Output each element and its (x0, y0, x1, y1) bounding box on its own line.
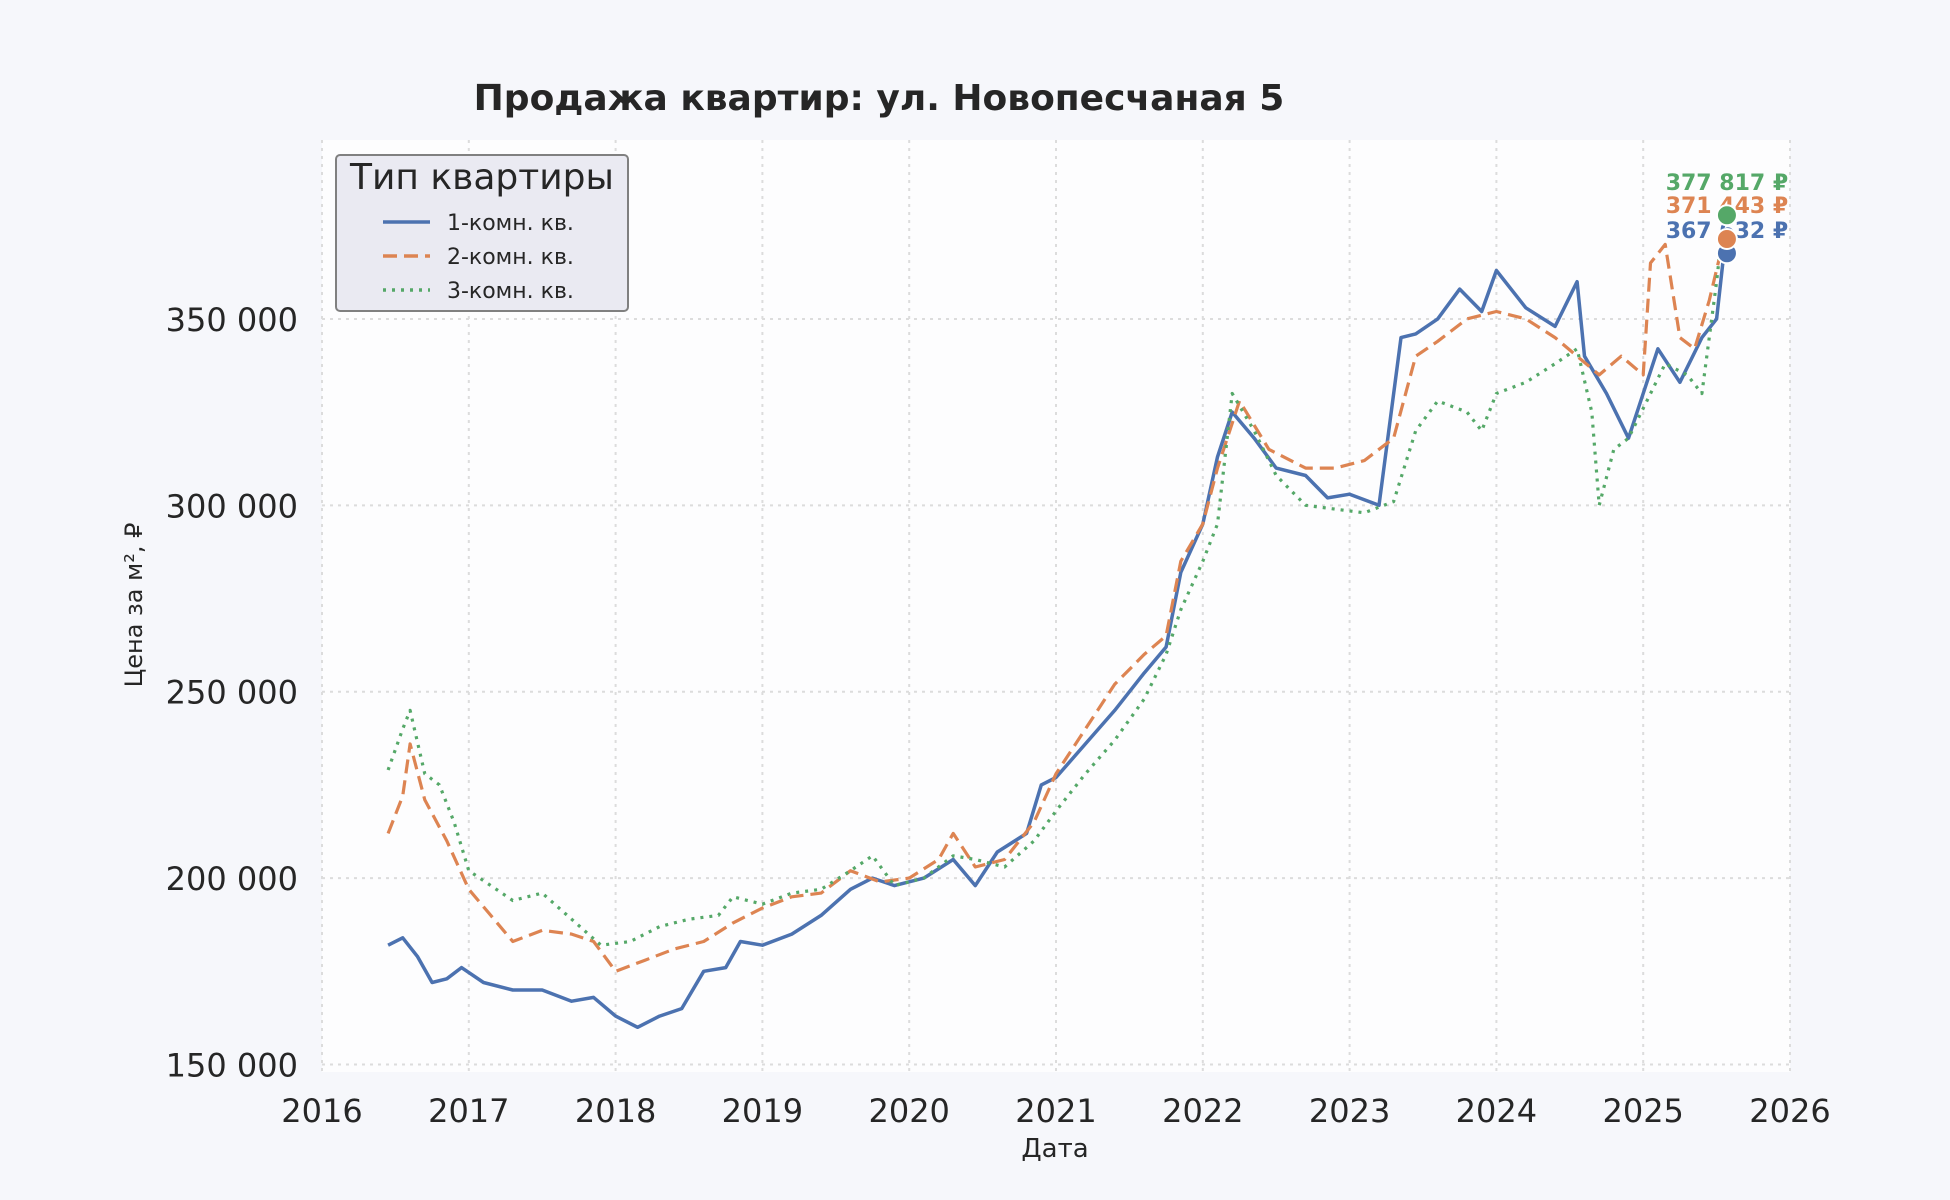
x-tick-label: 2020 (868, 1092, 949, 1130)
x-tick-label: 2019 (722, 1092, 803, 1130)
series-line-3 (386, 215, 1726, 947)
series-line-2 (386, 238, 1726, 973)
x-tick-label: 2018 (575, 1092, 656, 1130)
chart-title: Продажа квартир: ул. Новопесчаная 5 (474, 78, 1285, 119)
y-axis-label: Цена за м², ₽ (120, 523, 148, 688)
x-tick-label: 2017 (428, 1092, 509, 1130)
y-axis-ticks: 150 000 200 000 250 000 300 000 350 000 (166, 301, 298, 1085)
legend-label-1: 1-комн. кв. (447, 211, 574, 236)
legend-box (335, 154, 629, 312)
last-value-label-3: 377 817 ₽ (1666, 171, 1788, 196)
x-tick-label: 2021 (1015, 1092, 1096, 1130)
legend-label-2: 2-комн. кв. (447, 245, 574, 270)
x-tick-label: 2016 (281, 1092, 362, 1130)
y-tick-label: 200 000 (166, 860, 298, 898)
y-tick-label: 300 000 (166, 487, 298, 525)
x-axis-ticks: 2016 2017 2018 2019 2020 2021 2022 2023 2024 2025… (281, 1092, 1830, 1130)
y-tick-label: 150 000 (166, 1047, 298, 1085)
series-line-1 (387, 253, 1726, 1030)
y-tick-label: 350 000 (166, 301, 298, 339)
legend-items: 1-комн. кв. 2-комн. кв. 3-комн. кв. (383, 211, 574, 304)
series-lines (386, 215, 1726, 1030)
x-tick-label: 2025 (1602, 1092, 1683, 1130)
x-tick-label: 2024 (1456, 1092, 1537, 1130)
x-tick-label: 2022 (1162, 1092, 1243, 1130)
legend-label-3: 3-комн. кв. (447, 279, 574, 304)
x-axis-label: Дата (1021, 1134, 1088, 1164)
x-tick-label: 2023 (1309, 1092, 1390, 1130)
y-tick-label: 250 000 (166, 674, 298, 712)
end-marker-3 (1715, 204, 1738, 227)
x-tick-label: 2026 (1749, 1092, 1830, 1130)
end-markers: 367 632 ₽371 443 ₽377 817 ₽ (1666, 171, 1788, 265)
end-marker-2 (1715, 228, 1738, 251)
legend: Тип квартиры 1-комн. кв. 2-комн. кв. 3-ком… (335, 154, 629, 312)
legend-title: Тип квартиры (349, 157, 614, 198)
grid-lines (321, 140, 1791, 1072)
